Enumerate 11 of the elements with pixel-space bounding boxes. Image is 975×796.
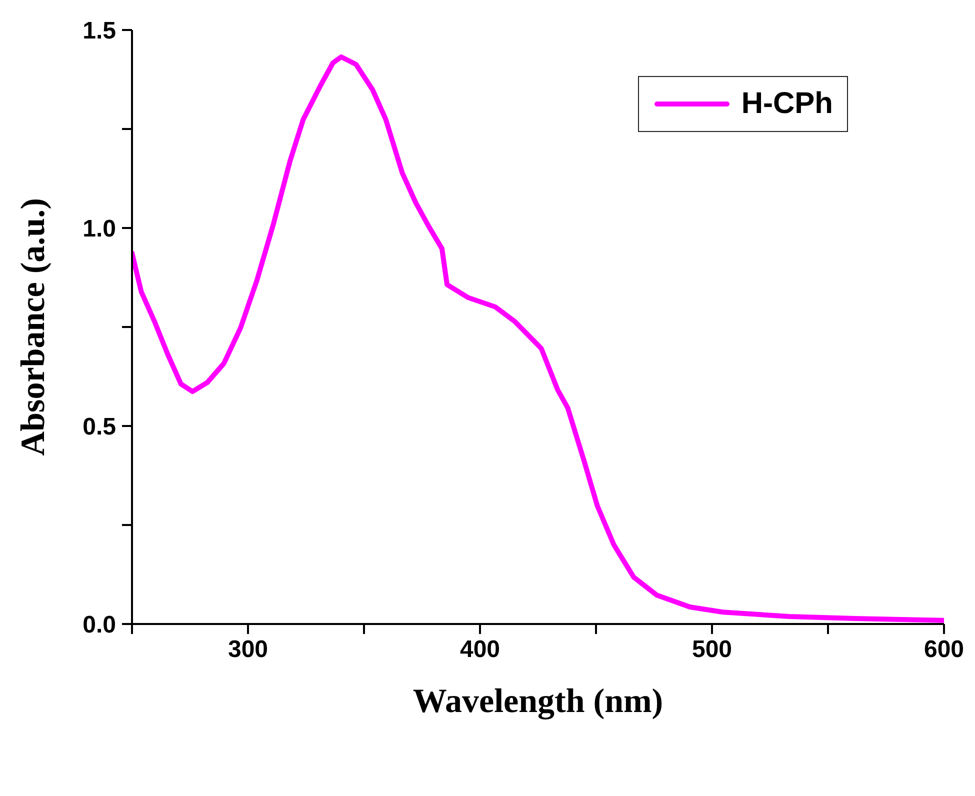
y-tick-label: 1.5	[82, 18, 116, 45]
x-tick-label: 300	[228, 636, 268, 664]
y-tick-label: 0.0	[82, 612, 116, 639]
x-tick-label: 500	[692, 636, 732, 664]
legend-label: H-CPh	[741, 87, 833, 121]
y-tick-label: 0.5	[82, 414, 116, 441]
x-axis-title: Wavelength (nm)	[412, 683, 664, 720]
x-tick-label: 400	[460, 636, 500, 664]
y-axis-title: Absorbance (a.u.)	[15, 198, 52, 456]
x-tick-label: 600	[924, 636, 964, 664]
y-tick-label: 1.0	[82, 216, 116, 243]
